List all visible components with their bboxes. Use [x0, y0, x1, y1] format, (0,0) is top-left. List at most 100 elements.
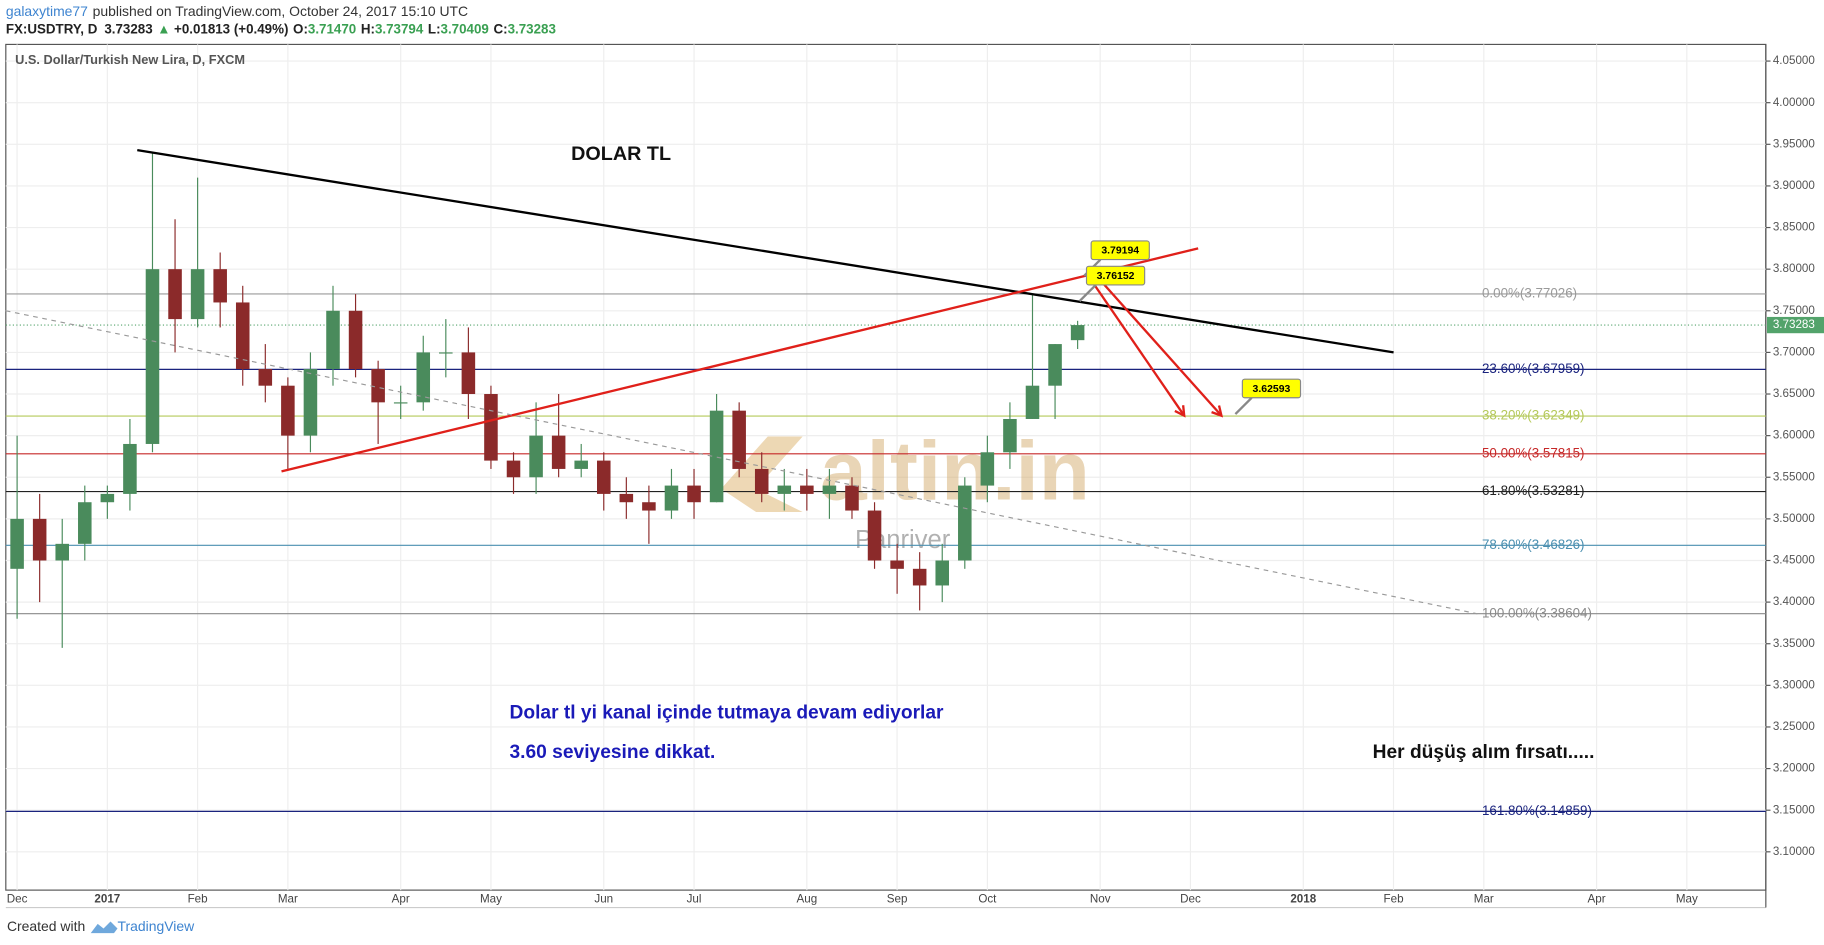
header-line: galaxytime77 published on TradingView.com…: [6, 3, 468, 19]
x-tick-label: May: [480, 892, 502, 905]
candle-body: [822, 485, 837, 494]
x-tick-label: 2017: [94, 892, 120, 905]
candle-body: [709, 410, 724, 503]
callout-label: 3.79194: [1101, 246, 1139, 257]
candle-body: [326, 310, 340, 370]
annotation: 3.60 seviyesine dikkat.: [510, 742, 716, 763]
x-tick-label: Nov: [1090, 892, 1111, 905]
y-tick-label: 3.15000: [1773, 803, 1816, 816]
ohlc-value: 3.70409: [441, 21, 489, 36]
x-tick-label: Mar: [1474, 892, 1494, 905]
callout-box: [1241, 378, 1302, 399]
x-tick-label: Apr: [392, 892, 410, 905]
y-tick-label: 3.50000: [1773, 512, 1816, 525]
x-tick-label: May: [1676, 892, 1698, 905]
candle-body: [32, 518, 47, 561]
candle-body: [100, 493, 115, 503]
candle-body: [958, 485, 972, 561]
change-arrow: ▲: [157, 21, 170, 36]
x-tick-label: Mar: [278, 892, 298, 905]
ohlc-value: 3.73283: [508, 21, 556, 36]
candle-body: [168, 269, 182, 320]
symbol: FX:USDTRY, D: [6, 21, 98, 36]
candle-body: [506, 460, 521, 478]
trendline: [137, 148, 1394, 354]
candle-body: [845, 485, 859, 511]
candle-body: [303, 369, 318, 436]
annotation: Dolar tl yi kanal içinde tutmaya devam e…: [510, 702, 945, 723]
arrow-head: [1174, 405, 1186, 418]
fib-label: 0.00%(3.77026): [1482, 285, 1577, 300]
candle-body: [145, 269, 160, 444]
callout-label: 3.62593: [1253, 384, 1291, 395]
ohlc-label: C:: [493, 21, 507, 36]
fib-label: 100.00%(3.38604): [1482, 605, 1592, 620]
price: 3.73283: [104, 21, 152, 36]
x-tick-label: Jun: [594, 892, 613, 905]
candle-body: [800, 485, 814, 494]
candle-body: [529, 435, 543, 478]
y-tick-label: 3.30000: [1773, 678, 1816, 691]
ohlc-label: H:: [361, 21, 375, 36]
candle-body: [935, 560, 950, 586]
callout-pointer: [1234, 396, 1253, 415]
x-tick-label: Sep: [887, 892, 908, 905]
candle-body: [687, 485, 701, 503]
candle-body: [574, 460, 588, 469]
published-text: published on TradingView.com, October 24…: [93, 3, 469, 19]
fib-label: 38.20%(3.62349): [1482, 408, 1585, 423]
candle-body: [55, 543, 69, 561]
candle-body: [213, 269, 227, 303]
author-link[interactable]: galaxytime77: [6, 3, 88, 19]
chart-title: U.S. Dollar/Turkish New Lira, D, FXCM: [15, 52, 245, 67]
candle-body: [732, 410, 746, 469]
candle-body: [1025, 385, 1040, 419]
y-tick-label: 3.75000: [1773, 304, 1816, 317]
candle-body: [754, 468, 769, 494]
ohlc-label: O:: [293, 21, 308, 36]
watermark-brand: altin.in: [820, 423, 1090, 517]
candle-body: [439, 352, 453, 354]
candle-body: [890, 560, 904, 569]
footer-brand[interactable]: TradingView: [117, 918, 195, 934]
y-tick-label: 3.25000: [1773, 720, 1816, 733]
y-tick-label: 4.00000: [1773, 96, 1816, 109]
candle-body: [235, 302, 250, 370]
candle-body: [348, 310, 363, 370]
ohlc-label: L:: [428, 21, 441, 36]
symbol-line: FX:USDTRY, D 3.73283 ▲ +0.01813 (+0.49%) O:3…: [6, 21, 556, 36]
arrow: [1098, 278, 1223, 417]
last-price-tag: [1767, 316, 1824, 334]
x-tick-label: Feb: [1384, 892, 1404, 905]
fib-label: 61.80%(3.53281): [1482, 483, 1585, 498]
trendline: [281, 247, 1199, 473]
candle-body: [619, 493, 634, 503]
x-tick-label: Feb: [188, 892, 208, 905]
x-tick-label: 2018: [1290, 892, 1316, 905]
y-tick-label: 3.65000: [1773, 387, 1816, 400]
callout-label: 3.76152: [1097, 271, 1135, 282]
y-tick-label: 4.05000: [1773, 54, 1816, 67]
candle-body: [1003, 418, 1017, 453]
candle-body: [371, 369, 385, 403]
candle-body: [551, 435, 566, 469]
candle-body: [10, 518, 24, 569]
candle-body: [393, 402, 408, 404]
callout-pointer: [1078, 284, 1097, 303]
fib-label: 161.80%(3.14859): [1482, 803, 1592, 818]
y-tick-label: 3.55000: [1773, 470, 1816, 483]
candle-body: [980, 452, 995, 486]
fib-label: 23.60%(3.67959): [1482, 361, 1585, 376]
candle-body: [416, 352, 431, 403]
ohlc-value: 3.71470: [308, 21, 356, 36]
annotation: Her düşüş alım fırsatı.....: [1373, 742, 1595, 763]
callout-box: [1090, 240, 1150, 261]
candle-body: [461, 352, 476, 395]
x-tick-label: Oct: [978, 892, 997, 905]
y-tick-label: 3.70000: [1773, 345, 1816, 358]
y-tick-label: 3.20000: [1773, 762, 1816, 775]
arrow-head: [1211, 405, 1224, 418]
candle-body: [1070, 325, 1085, 341]
